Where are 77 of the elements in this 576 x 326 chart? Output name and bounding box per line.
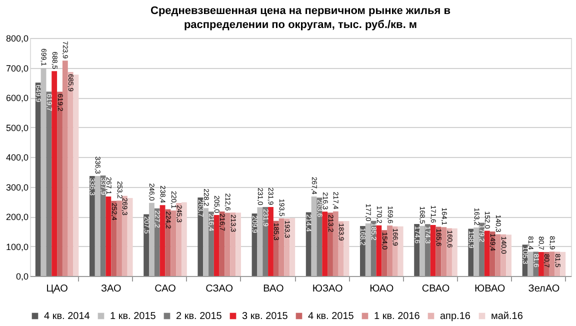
y-tick-label: 300,0 [6,182,28,192]
bar [68,72,74,276]
legend-label: 4 кв. 2014 [44,311,90,322]
bar [170,210,176,276]
bar [73,74,79,276]
x-tick-label: СВАО [422,284,450,294]
bar [224,212,230,276]
x-tick-label: ЗелАО [528,284,560,294]
bar [111,200,117,276]
bar [506,234,512,276]
legend-label: апр.16 [440,311,471,322]
legend-label: 3 кв. 2015 [242,311,288,322]
bar [387,226,392,276]
bar [484,230,490,276]
bar [430,224,436,276]
bar [40,68,46,276]
y-tick-label: 600,0 [6,93,28,103]
y-tick-label: 400,0 [6,152,28,162]
bar [560,252,566,276]
bar [176,203,182,276]
bar [420,226,425,276]
y-tick-label: 200,0 [6,212,28,222]
bar [46,92,52,276]
bar [35,82,41,276]
bar [332,211,338,276]
bar [474,227,480,276]
bar [149,202,154,276]
bar [181,202,187,276]
x-tick-label: ЮАО [370,284,394,294]
bar [344,220,350,276]
bar [94,176,100,276]
bar [316,198,322,276]
bar [52,71,58,276]
bar [203,208,209,276]
y-tick-label: 100,0 [6,242,28,252]
bar [257,207,263,276]
bar [116,200,122,276]
legend-label: 4 кв. 2015 [308,311,354,322]
y-tick-label: 500,0 [6,122,28,133]
bar [398,226,404,276]
legend-label: 1 кв. 2016 [374,311,420,322]
bar [90,176,95,276]
legend-label: 1 кв. 2015 [110,311,156,322]
y-tick-label: 800,0 [6,34,28,44]
bar [549,252,555,276]
x-tick-label: ЦАО [46,284,68,294]
bar [236,212,241,276]
bar [290,218,296,276]
y-tick-label: 700,0 [6,63,28,74]
x-tick-label: ЮЗАО [312,284,343,294]
x-tick-label: ЗАО [101,284,122,294]
legend-label: 2 кв. 2015 [176,311,222,322]
bar [160,205,166,276]
bar [538,252,544,276]
x-tick-label: СЗАО [206,284,234,294]
bar [365,223,371,276]
bar [62,60,68,276]
legend-label: май.16 [491,311,524,322]
x-tick-label: ЮВАО [474,284,506,294]
bar [198,198,204,276]
bar [528,252,534,276]
bar [495,234,501,276]
bar [127,198,133,276]
bar [376,225,382,276]
bar [57,92,62,276]
bar [214,215,220,276]
x-tick-label: ВАО [263,284,284,294]
bar [322,212,328,276]
y-tick-label: 0,0 [16,272,28,282]
bar [278,218,284,276]
bar [311,196,317,276]
bar [441,227,447,276]
bar [452,228,458,276]
chart-title: Средневзвешенная цена на первичном рынке жилья в распределении по округам, тыс. руб./кв. м [150,5,451,31]
bar [268,207,274,276]
bar [106,196,112,276]
x-tick-label: САО [154,284,176,294]
